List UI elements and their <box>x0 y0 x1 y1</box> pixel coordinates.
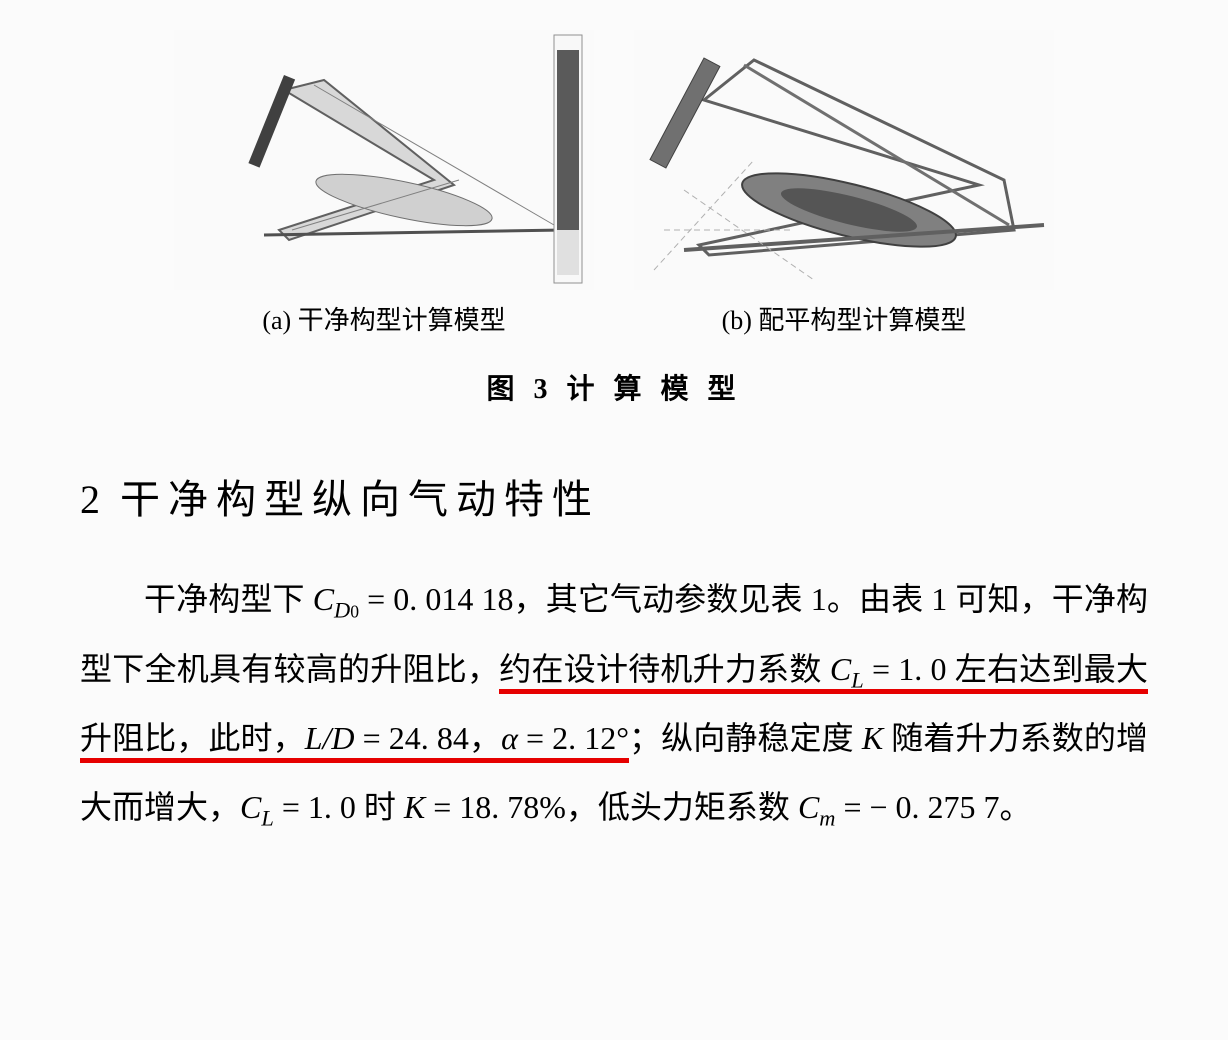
value-cm: = − 0. 275 7 <box>835 789 999 825</box>
formula-cd0: CD0 <box>313 581 359 617</box>
section-heading: 2 干净构型纵向气动特性 <box>80 467 1148 525</box>
formula-k2: K <box>404 789 425 825</box>
text-3: ；纵向静稳定度 <box>629 720 862 756</box>
section-title: 干净构型纵向气动特性 <box>120 477 600 522</box>
subcaption-a: (a) 干净构型计算模型 <box>262 300 505 337</box>
value-cl2: = 1. 0 <box>274 789 364 825</box>
text-5: 时 <box>364 789 404 825</box>
text-6: ，低头力矩系数 <box>566 789 798 825</box>
value-cd0: = 0. 014 18 <box>359 581 514 617</box>
figure-panel-a: (a) 干净构型计算模型 <box>174 30 594 337</box>
figure-image-b <box>634 30 1054 290</box>
section-number: 2 <box>80 477 100 522</box>
value-k: = 18. 78% <box>425 789 566 825</box>
figure-row: (a) 干净构型计算模型 (b) 配平构型计算模型 <box>80 30 1148 337</box>
formula-cl2: CL <box>240 789 274 825</box>
formula-cm: Cm <box>798 789 836 825</box>
figure-caption: 图 3 计 算 模 型 <box>80 367 1148 407</box>
text-1: 干净构型下 <box>144 581 313 617</box>
underline-segment-1: 约在设计待机升力系数 CL = 1. 0 左右达到最大 <box>499 651 1148 694</box>
paragraph-body: 干净构型下 CD0 = 0. 014 18，其它气动参数见表 1。由表 1 可知… <box>80 565 1148 842</box>
formula-k: K <box>862 720 883 756</box>
text-7: 。 <box>1000 789 1032 825</box>
figure-panel-b: (b) 配平构型计算模型 <box>634 30 1054 337</box>
subcaption-b: (b) 配平构型计算模型 <box>722 300 967 337</box>
figure-image-a <box>174 30 594 290</box>
underline-segment-2: 升阻比，此时，L/D = 24. 84，α = 2. 12° <box>80 720 629 763</box>
